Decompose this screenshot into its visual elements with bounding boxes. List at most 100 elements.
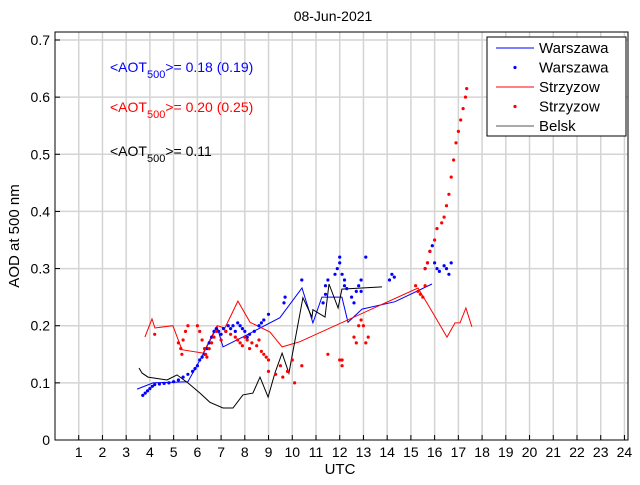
- strzyzow-point: [250, 341, 254, 345]
- warszawa-point: [167, 381, 171, 385]
- mean-aot-annotation: <AOT500>= 0.20 (0.25): [110, 99, 253, 121]
- warszawa-point: [350, 295, 354, 299]
- warszawa-point: [323, 284, 328, 288]
- warszawa-point: [212, 329, 216, 333]
- strzyzow-point: [262, 352, 266, 356]
- x-tick-label: 24: [617, 444, 633, 460]
- warszawa-point: [300, 278, 304, 282]
- strzyzow-point: [274, 372, 278, 376]
- strzyzow-point: [245, 338, 249, 342]
- strzyzow-point: [224, 329, 228, 333]
- strzyzow-point: [440, 221, 444, 225]
- warszawa-point: [231, 324, 235, 328]
- x-tick-label: 7: [217, 444, 225, 460]
- x-tick-label: 14: [379, 444, 395, 460]
- x-tick-label: 17: [451, 444, 467, 460]
- strzyzow-point: [416, 289, 420, 293]
- warszawa-point: [157, 382, 161, 386]
- annotation-prefix: <AOT: [110, 59, 147, 75]
- warszawa-point: [390, 272, 394, 276]
- strzyzow-point: [447, 192, 451, 196]
- y-tick-label: 0.4: [31, 203, 51, 219]
- x-tick-label: 20: [522, 444, 538, 460]
- strzyzow-point: [212, 335, 216, 339]
- strzyzow-point: [364, 341, 368, 345]
- warszawa-point: [245, 335, 249, 339]
- warszawa-point: [282, 301, 286, 305]
- strzyzow-point: [183, 329, 188, 333]
- warszawa-point: [340, 272, 344, 276]
- annotation-value: >= 0.18 (0.19): [165, 59, 253, 75]
- warszawa-point: [248, 332, 252, 336]
- x-tick-label: 19: [498, 444, 514, 460]
- strzyzow-point: [214, 329, 218, 333]
- strzyzow-point: [361, 324, 365, 328]
- strzyzow-point: [454, 141, 458, 145]
- legend-label: Strzyzow: [539, 99, 600, 116]
- x-tick-label: 23: [593, 444, 609, 460]
- strzyzow-point: [205, 355, 209, 359]
- warszawa-point: [442, 264, 446, 268]
- warszawa-point: [321, 301, 325, 305]
- strzyzow-point: [238, 341, 242, 345]
- strzyzow-point: [229, 332, 233, 336]
- warszawa-point: [357, 284, 361, 288]
- warszawa-point: [191, 369, 195, 373]
- strzyzow-point: [459, 118, 463, 122]
- strzyzow-point: [465, 87, 469, 91]
- strzyzow-point: [423, 284, 427, 288]
- warszawa-point: [259, 321, 263, 325]
- warszawa-point: [148, 387, 152, 391]
- x-tick-label: 9: [265, 444, 273, 460]
- warszawa-point: [143, 391, 147, 395]
- warszawa-point: [252, 329, 256, 333]
- strzyzow-point: [366, 335, 370, 339]
- strzyzow-point: [418, 292, 422, 296]
- warszawa-point: [437, 269, 441, 273]
- warszawa-point: [335, 267, 339, 271]
- x-tick-label: 15: [403, 444, 419, 460]
- warszawa-point: [172, 380, 176, 384]
- warszawa-point: [430, 244, 434, 248]
- strzyzow-point: [176, 341, 180, 345]
- y-tick-label: 0.5: [31, 146, 51, 162]
- strzyzow-line: [144, 287, 473, 354]
- x-tick-label: 22: [569, 444, 585, 460]
- legend: Warszawa Warszawa Strzyzow Strzyzow Belsk: [486, 36, 627, 137]
- y-axis-label: AOD at 500 nm: [6, 184, 23, 287]
- warszawa-point: [236, 321, 240, 325]
- mean-aot-annotation: <AOT500>= 0.18 (0.19): [110, 59, 253, 81]
- warszawa-point: [444, 267, 449, 271]
- strzyzow-point: [449, 175, 453, 179]
- warszawa-point: [141, 393, 145, 397]
- warszawa-point: [238, 324, 242, 328]
- strzyzow-point: [357, 324, 361, 328]
- warszawa-point: [150, 384, 154, 388]
- strzyzow-point: [240, 344, 244, 348]
- annotation-prefix: <AOT: [110, 143, 147, 159]
- warszawa-point: [354, 289, 358, 293]
- strzyzow-point: [423, 267, 427, 271]
- warszawa-point: [262, 318, 266, 322]
- warszawa-point: [207, 341, 211, 345]
- warszawa-point: [243, 329, 247, 333]
- chart-title: 08-Jun-2021: [294, 8, 373, 24]
- warszawa-point: [326, 278, 330, 282]
- strzyzow-point: [433, 238, 437, 242]
- warszawa-point: [162, 381, 166, 385]
- strzyzow-point: [195, 324, 199, 328]
- strzyzow-point: [202, 347, 207, 351]
- y-tick-label: 0.3: [31, 261, 51, 277]
- strzyzow-point: [300, 364, 304, 368]
- warszawa-point: [240, 327, 244, 331]
- warszawa-point: [435, 267, 439, 271]
- x-tick-label: 2: [99, 444, 107, 460]
- x-tick-label: 5: [170, 444, 178, 460]
- strzyzow-point: [186, 324, 190, 328]
- warszawa-point: [195, 364, 199, 368]
- strzyzow-point: [425, 261, 430, 265]
- warszawa-point: [387, 278, 392, 282]
- belsk-line: [138, 283, 383, 409]
- warszawa-point: [198, 358, 202, 362]
